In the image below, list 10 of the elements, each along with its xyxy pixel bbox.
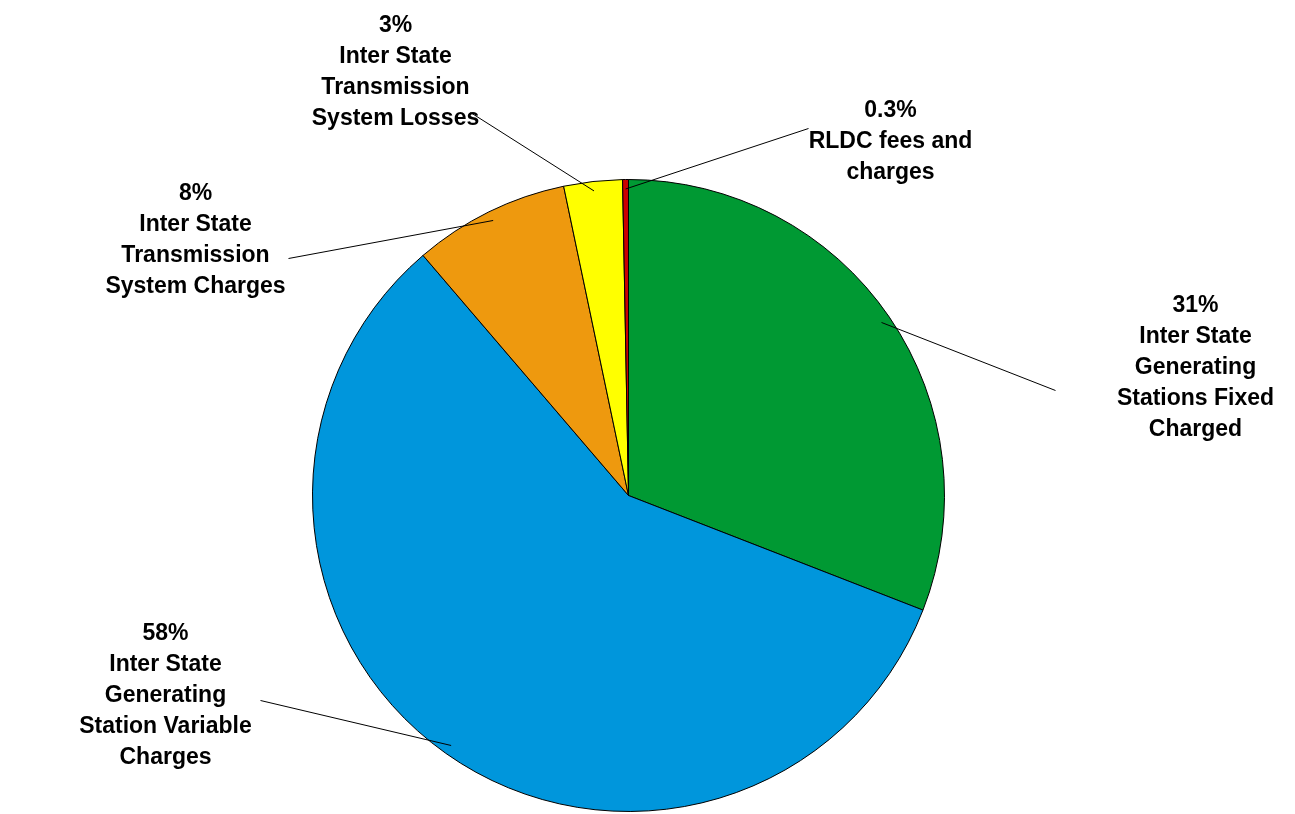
data-label: 31% [1172, 290, 1219, 317]
slice-label: Inter State Transmission System Losses [311, 41, 480, 130]
slice-label: Inter State Generating Station Variable Charges [79, 649, 252, 769]
slice-label: RLDC fees and charges [808, 126, 973, 184]
data-label: 3% [378, 10, 413, 37]
data-label: 58% [142, 618, 189, 645]
slice-label: Inter State Generating Stations Fixed Charged [1116, 321, 1275, 441]
data-label: 8% [178, 178, 213, 205]
data-label: 0.3% [864, 95, 917, 122]
slice-label: Inter State Transmission System Charges [105, 209, 286, 298]
